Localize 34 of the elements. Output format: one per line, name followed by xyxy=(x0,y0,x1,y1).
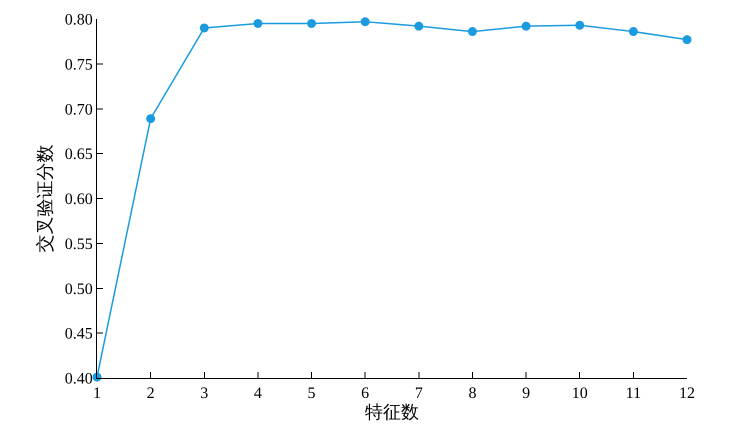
y-tick-label: 0.40 xyxy=(64,370,93,388)
x-axis-title: 特征数 xyxy=(365,402,419,422)
y-tick-label: 0.55 xyxy=(64,236,93,253)
x-tick-label: 9 xyxy=(522,385,530,402)
y-axis-title: 交叉验证分数 xyxy=(35,144,55,252)
x-tick-label: 3 xyxy=(200,385,208,402)
point xyxy=(575,20,584,30)
x-tick-label: 7 xyxy=(414,385,423,402)
point xyxy=(468,27,477,36)
point xyxy=(200,23,209,32)
point xyxy=(360,17,370,26)
x-tick-label: 4 xyxy=(254,385,262,402)
x-tick-label: 1 xyxy=(93,385,101,402)
y-tick-label: 0.65 xyxy=(64,146,93,164)
y-tick-label: 0.70 xyxy=(64,101,93,118)
point xyxy=(628,27,638,36)
point xyxy=(253,18,262,28)
point xyxy=(414,22,424,31)
x-tick-label: 11 xyxy=(626,385,642,402)
y-tick-label: 0.50 xyxy=(64,280,93,298)
y-tick-label: 0.80 xyxy=(64,12,93,29)
x-tick-label: 8 xyxy=(468,385,476,402)
point xyxy=(146,114,156,124)
x-tick-label: 12 xyxy=(679,385,695,402)
point xyxy=(307,18,316,28)
y-tick-label: 0.75 xyxy=(64,56,93,74)
x-tick-label: 5 xyxy=(308,385,316,402)
point xyxy=(522,22,531,31)
x-tick-label: 2 xyxy=(146,385,155,402)
x-tick-label: 6 xyxy=(361,385,370,402)
x-tick-label: 10 xyxy=(572,385,588,402)
y-tick-label: 0.45 xyxy=(64,326,93,343)
y-tick-label: 0.60 xyxy=(64,191,93,208)
point xyxy=(682,35,692,44)
